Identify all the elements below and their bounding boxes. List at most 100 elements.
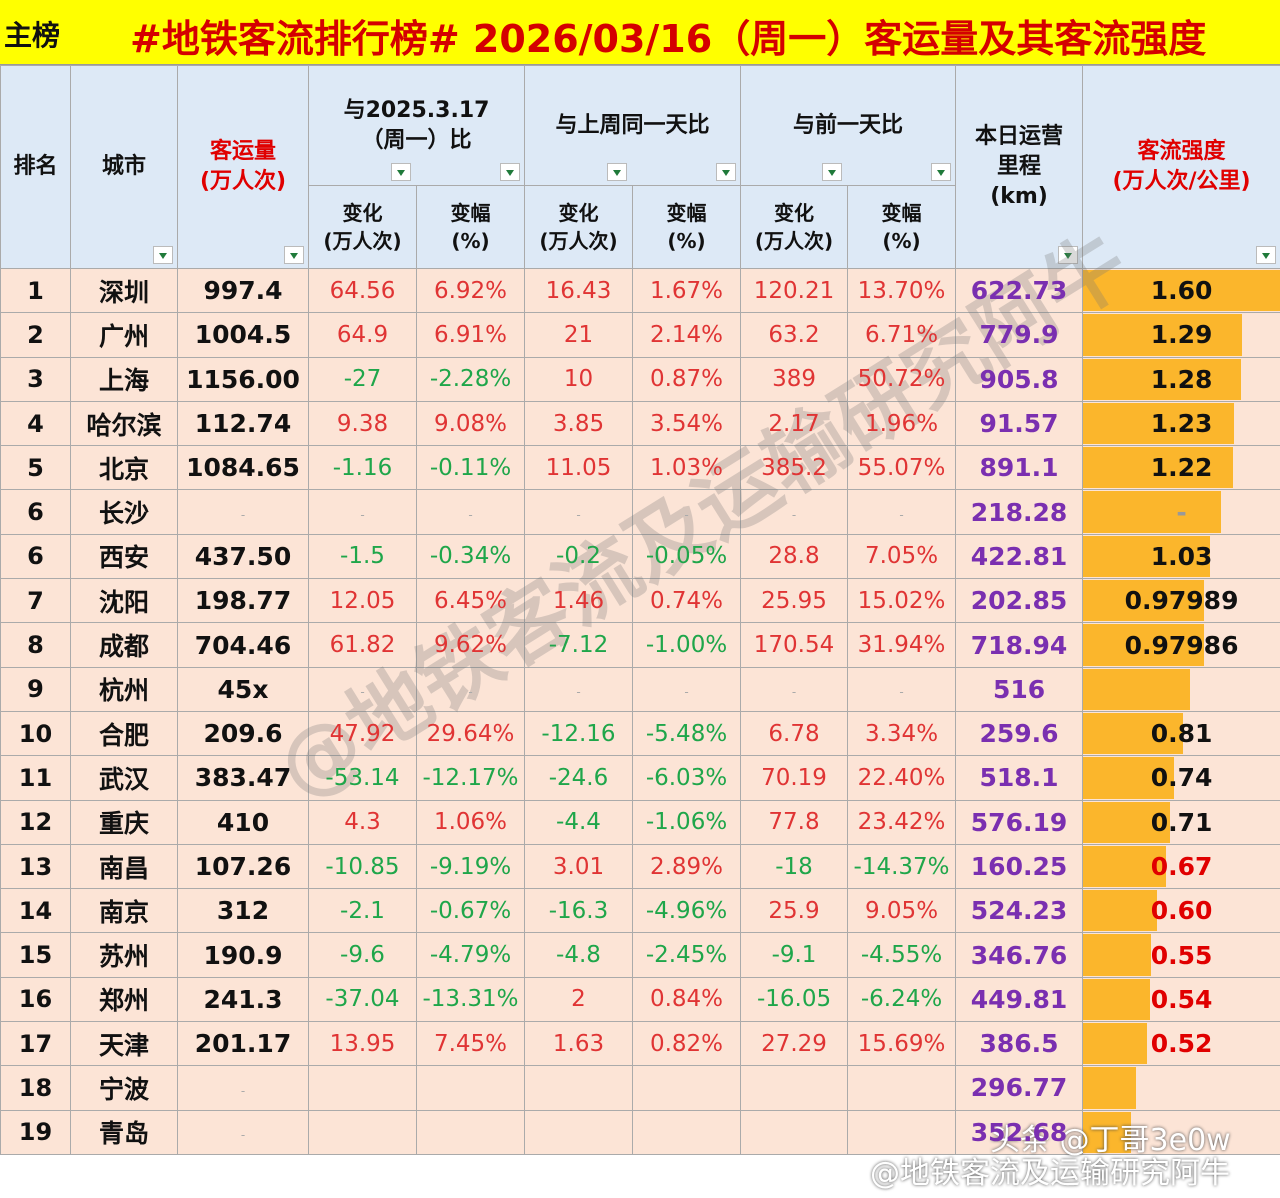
table-row: 17 天津 201.17 13.95 7.45% 1.63 0.82% 27.29 15.69%…: [0, 1021, 1280, 1067]
table-cell: [631, 1065, 742, 1111]
cell-text: 61.82: [329, 632, 396, 659]
table-cell: 9.08%: [416, 400, 525, 447]
filter-button[interactable]: [822, 163, 843, 181]
filter-button[interactable]: [153, 246, 173, 264]
cell-text: 29.64%: [426, 720, 515, 747]
intensity-bar: [1083, 402, 1235, 445]
cell-text: 14: [18, 896, 53, 925]
filter-button[interactable]: [716, 163, 737, 181]
table-cell: 2.17: [740, 400, 849, 447]
cell-text: -4.79%: [429, 942, 512, 969]
cell-text: -2.28%: [429, 366, 512, 393]
table-cell: 0.54: [1082, 976, 1280, 1023]
cell-text: -: [899, 508, 904, 523]
header-text: 城市: [101, 154, 146, 179]
filter-button[interactable]: [500, 163, 520, 181]
cell-text: 28.8: [768, 543, 820, 570]
filter-button[interactable]: [284, 246, 304, 264]
table-cell: 0.67: [1082, 843, 1280, 890]
table-cell: [1082, 666, 1280, 712]
intensity-bar: [1083, 1067, 1136, 1109]
table-row: 10 合肥 209.6 47.92 29.64% -12.16 -5.48% 6.78 3.34…: [0, 710, 1280, 757]
table-cell: -: [847, 666, 957, 712]
cell-text: 16: [18, 985, 53, 1014]
table-cell: -: [177, 1109, 309, 1155]
cell-text: 苏州: [98, 942, 149, 972]
table-cell: 21: [524, 312, 633, 358]
cell-text: 296.77: [970, 1073, 1068, 1103]
filter-button[interactable]: [1256, 246, 1277, 264]
header-text: (万人次/公里): [1112, 169, 1251, 194]
cell-text: 905.8: [979, 364, 1059, 394]
cell-text: 10: [563, 366, 594, 393]
header-text: 变幅: [666, 201, 707, 225]
table-cell: 25.9: [740, 888, 849, 934]
cell-text: 70.19: [761, 764, 827, 791]
table-cell: 23.42%: [847, 799, 957, 845]
table-cell: 389: [740, 356, 849, 402]
cell-text: 武汉: [98, 764, 149, 794]
table-cell: 61.82: [308, 622, 417, 668]
table-row: 19 青岛 - 352.68: [0, 1109, 1280, 1155]
cell-text: 0.87%: [649, 366, 724, 393]
intensity-bar: [1083, 358, 1241, 400]
cell-text: -4.55%: [860, 942, 943, 969]
header-text: (%): [451, 229, 490, 253]
table-cell: -4.79%: [416, 932, 525, 978]
table-cell: 15.02%: [847, 578, 957, 624]
table-cell: -9.6: [308, 932, 417, 978]
table-cell: 0.55: [1082, 932, 1280, 978]
cell-text: -2.1: [340, 897, 385, 924]
table-cell: 1156.00: [177, 356, 309, 402]
cell-text: 346.76: [970, 940, 1068, 970]
cell-text: -: [240, 1083, 246, 1098]
filter-button[interactable]: [1058, 246, 1079, 264]
cell-text: -4.96%: [645, 897, 728, 924]
table-cell: 905.8: [955, 356, 1084, 402]
table-row: 6 长沙 - - - - - - - 218.28 -: [0, 489, 1280, 535]
table-cell: -2.45%: [631, 932, 742, 978]
table-cell: -0.11%: [416, 445, 525, 491]
cell-text: 50.72%: [857, 366, 946, 393]
filter-button[interactable]: [391, 163, 411, 181]
table-row: 6 西安 437.50 -1.5 -0.34% -0.2 -0.05% 28.8 7.05% 42…: [0, 533, 1280, 580]
cell-text: 718.94: [970, 630, 1068, 660]
table-cell: 3.85: [524, 400, 633, 447]
filter-button[interactable]: [607, 163, 628, 181]
cell-text: 沈阳: [98, 587, 149, 617]
table-cell: 6.91%: [416, 312, 525, 358]
table-cell: 47.92: [308, 710, 417, 757]
table-cell: 1.06%: [416, 799, 525, 845]
table-row: 4 哈尔滨 112.74 9.38 9.08% 3.85 3.54% 2.17 1.96% 91.…: [0, 400, 1280, 447]
table-cell: -4.4: [524, 799, 633, 845]
intensity-bar: [1083, 712, 1183, 755]
cell-text: 312: [216, 896, 270, 926]
table-cell: 1.96%: [847, 400, 957, 447]
intensity-bar: [1083, 580, 1204, 622]
cell-text: 389: [772, 366, 816, 393]
table-cell: 64.56: [308, 267, 417, 314]
cell-text: 重庆: [98, 809, 149, 839]
table-row: 1 深圳 997.4 64.56 6.92% 16.43 1.67% 120.21 13.70%…: [0, 267, 1280, 314]
title-bar: 主榜 #地铁客流排行榜# 2026/03/16（周一）客运量及其客流强度: [0, 0, 1280, 65]
header-cell: 与2025.3.17（周一）比: [308, 65, 525, 186]
header-cell: 客运量 (万人次): [177, 65, 309, 269]
cell-text: -6.24%: [860, 986, 943, 1013]
cell-text: -13.31%: [422, 986, 519, 1013]
table-cell: 15: [0, 932, 71, 978]
cell-text: 516: [992, 674, 1046, 704]
cell-text: -9.6: [340, 942, 385, 969]
cell-text: 107.26: [194, 852, 292, 881]
header-text: (万人次): [754, 229, 834, 253]
table-cell: -: [631, 666, 742, 712]
table-cell: -: [524, 666, 633, 712]
table-cell: -: [177, 489, 309, 535]
table-cell: -: [847, 489, 957, 535]
cell-text: 9: [27, 675, 44, 704]
subheader-cell: 变化 (万人次): [308, 185, 417, 269]
filter-button[interactable]: [931, 163, 952, 181]
cell-text: -0.2: [556, 543, 601, 570]
cell-text: 6.92%: [433, 277, 508, 304]
table-cell: [524, 1065, 633, 1111]
table-cell: 8: [0, 622, 71, 668]
